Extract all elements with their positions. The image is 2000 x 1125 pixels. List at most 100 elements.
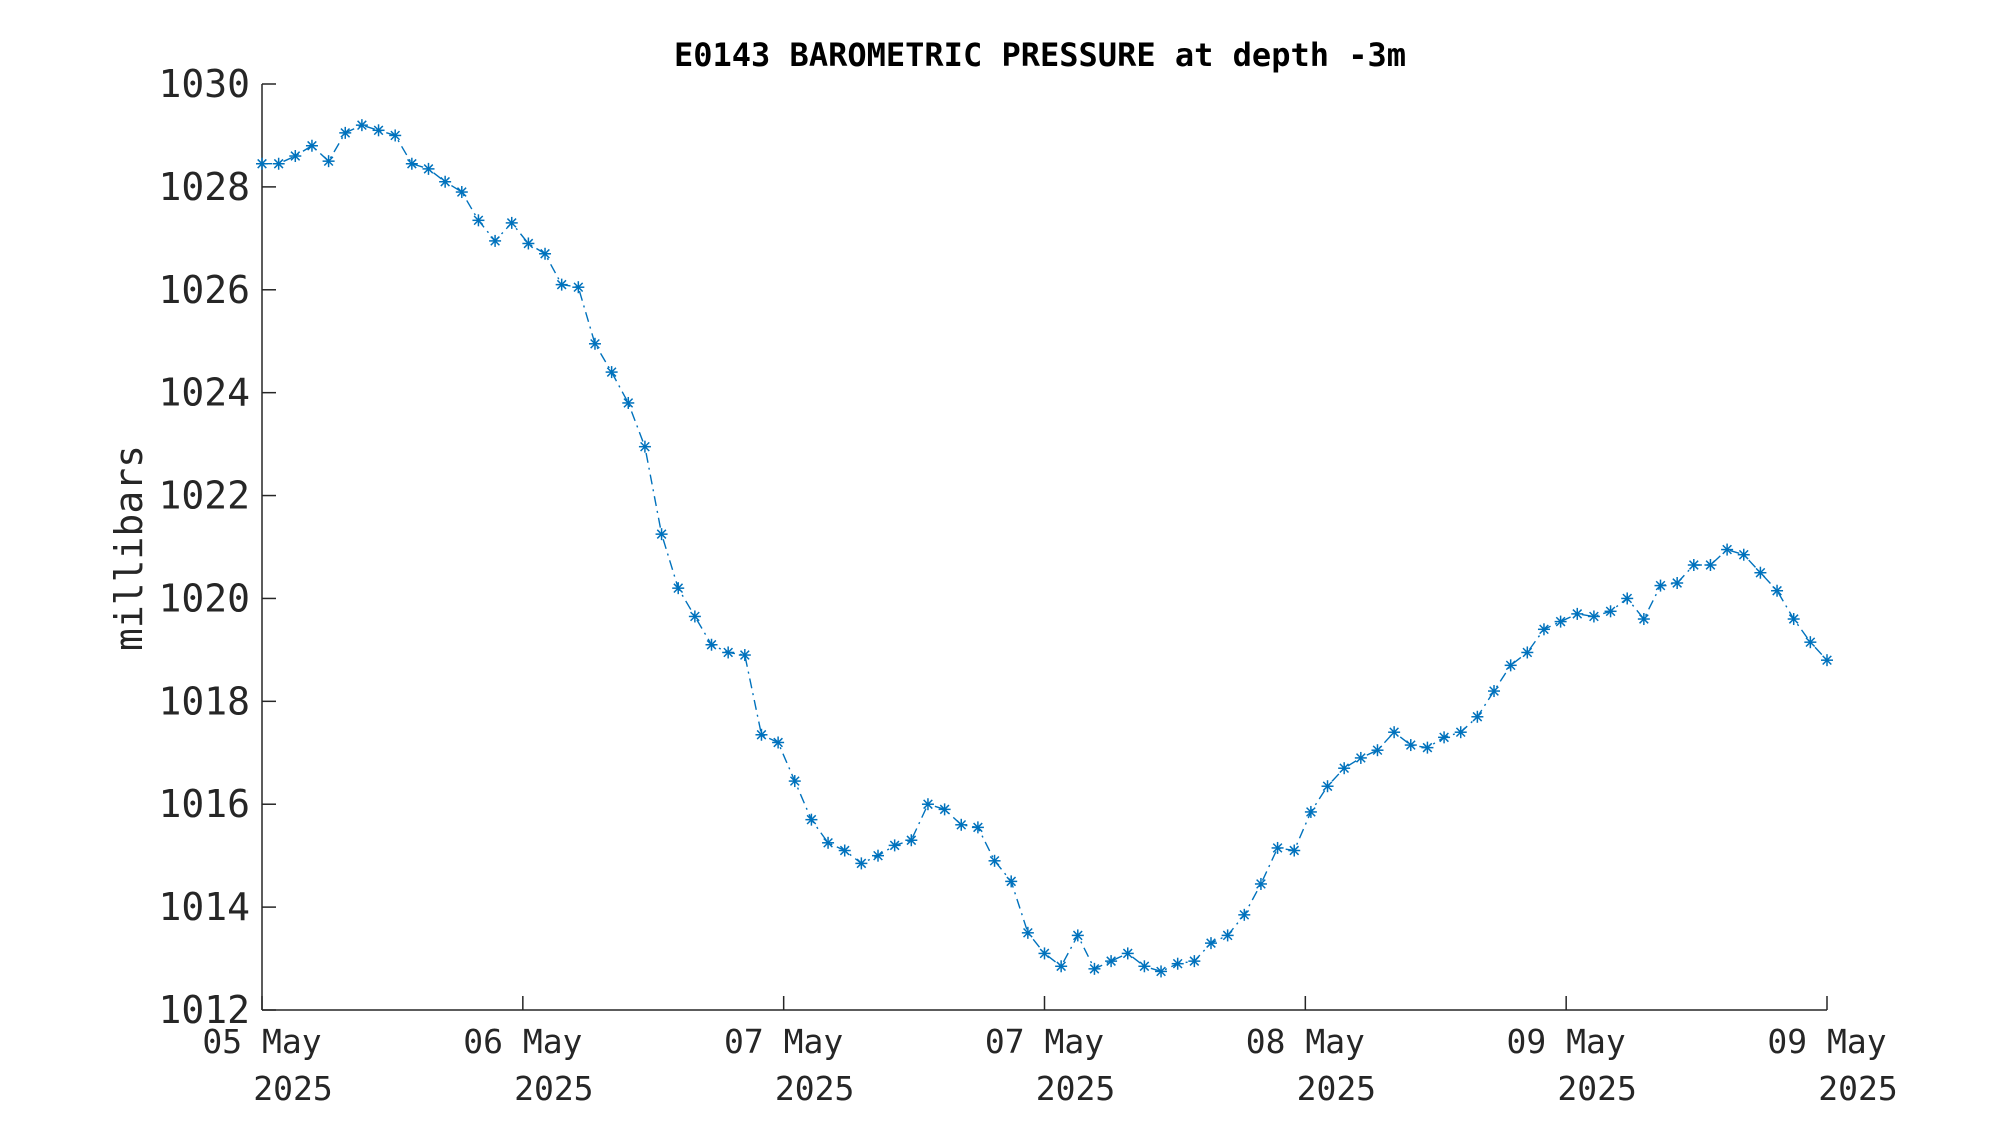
x-tick-label-day: 07 May [724, 1022, 843, 1061]
data-point [1754, 566, 1767, 579]
data-point [372, 124, 385, 137]
data-point [1404, 739, 1417, 752]
data-point [1088, 962, 1101, 975]
data-point [822, 836, 835, 849]
data-point [1288, 844, 1301, 857]
data-point [905, 834, 918, 847]
data-point [1221, 929, 1234, 942]
y-tick-label: 1024 [158, 371, 250, 415]
data-point [1604, 605, 1617, 618]
data-point [921, 798, 934, 811]
data-point [1371, 744, 1384, 757]
data-point [1238, 908, 1251, 921]
data-point [1005, 875, 1018, 888]
data-point [272, 157, 285, 170]
data-point [1471, 710, 1484, 723]
data-point [439, 175, 452, 188]
data-series [256, 119, 1833, 978]
data-point [688, 610, 701, 623]
data-point [938, 803, 951, 816]
data-point [1454, 726, 1467, 739]
data-point [256, 157, 268, 170]
data-point [988, 854, 1001, 867]
data-point [855, 857, 868, 870]
data-point [1554, 615, 1567, 628]
data-point [1671, 577, 1684, 590]
x-tick-label-year: 2025 [1557, 1069, 1636, 1108]
data-point [872, 849, 885, 862]
x-tick-label-year: 2025 [514, 1069, 593, 1108]
data-point [755, 728, 768, 741]
data-point [1121, 947, 1134, 960]
data-point [1621, 592, 1634, 605]
data-point [1071, 929, 1084, 942]
data-point [505, 216, 518, 229]
data-point [1521, 646, 1534, 659]
data-point [805, 813, 818, 826]
y-tick-label: 1018 [158, 679, 250, 723]
y-tick-label: 1014 [158, 885, 250, 929]
y-axis-label: millibars [107, 445, 151, 651]
series-line [262, 124, 1828, 973]
x-tick-label-year: 2025 [775, 1069, 854, 1108]
data-point [1721, 543, 1734, 556]
x-tick-label-year: 2025 [1818, 1069, 1897, 1108]
data-point [1654, 579, 1667, 592]
data-point [1637, 613, 1650, 626]
data-point [572, 281, 585, 294]
data-point [622, 396, 635, 409]
data-point [1321, 780, 1334, 793]
data-point [522, 237, 535, 250]
y-tick-label: 1020 [158, 576, 250, 620]
y-tick-label: 1016 [158, 782, 250, 826]
data-point [1787, 613, 1800, 626]
x-tick-label-year: 2025 [1036, 1069, 1115, 1108]
x-tick-label-day: 09 May [1767, 1022, 1886, 1061]
y-tick-label: 1022 [158, 474, 250, 518]
data-point [1388, 726, 1401, 739]
data-point [1254, 877, 1267, 890]
data-point [722, 646, 735, 659]
data-point [355, 119, 368, 132]
x-tick-label-year: 2025 [253, 1069, 332, 1108]
data-point [1338, 762, 1351, 775]
data-point [1271, 841, 1284, 854]
y-axis-ticks: 1012 1014 1016 1018 1020 1022 1024 1026 1028 1030 [158, 62, 276, 1032]
y-tick-label: 1028 [158, 165, 250, 209]
data-point [838, 844, 851, 857]
axes [261, 84, 1827, 1011]
data-point [955, 818, 968, 831]
data-point [472, 214, 485, 227]
data-point [1687, 559, 1700, 572]
data-point [1138, 960, 1151, 973]
x-tick-label-day: 09 May [1507, 1022, 1626, 1061]
data-point [1821, 654, 1833, 667]
data-point [455, 186, 468, 199]
y-tick-label: 1026 [158, 268, 250, 312]
data-point [289, 150, 302, 163]
data-point [1304, 805, 1317, 818]
data-point [1188, 955, 1201, 968]
data-point [305, 139, 318, 152]
data-point [1155, 965, 1168, 978]
y-tick-label: 1012 [158, 988, 250, 1032]
x-tick-label-day: 06 May [463, 1022, 582, 1061]
data-point [888, 839, 901, 852]
data-point [422, 162, 435, 175]
data-point [1105, 955, 1118, 968]
data-point [1204, 937, 1217, 950]
x-tick-label-day: 07 May [985, 1022, 1104, 1061]
data-point [1021, 926, 1034, 939]
data-point [1504, 659, 1517, 672]
x-tick-label-year: 2025 [1297, 1069, 1376, 1108]
data-point [489, 234, 502, 247]
data-point [638, 440, 651, 453]
x-axis-ticks: 05 May 2025 06 May 2025 07 May 2025 07 May 2025… [202, 996, 1898, 1108]
data-point [322, 155, 335, 168]
data-point [389, 129, 402, 142]
data-point [672, 582, 685, 595]
data-point [539, 247, 552, 260]
data-point [1537, 623, 1550, 636]
data-point [1704, 559, 1717, 572]
